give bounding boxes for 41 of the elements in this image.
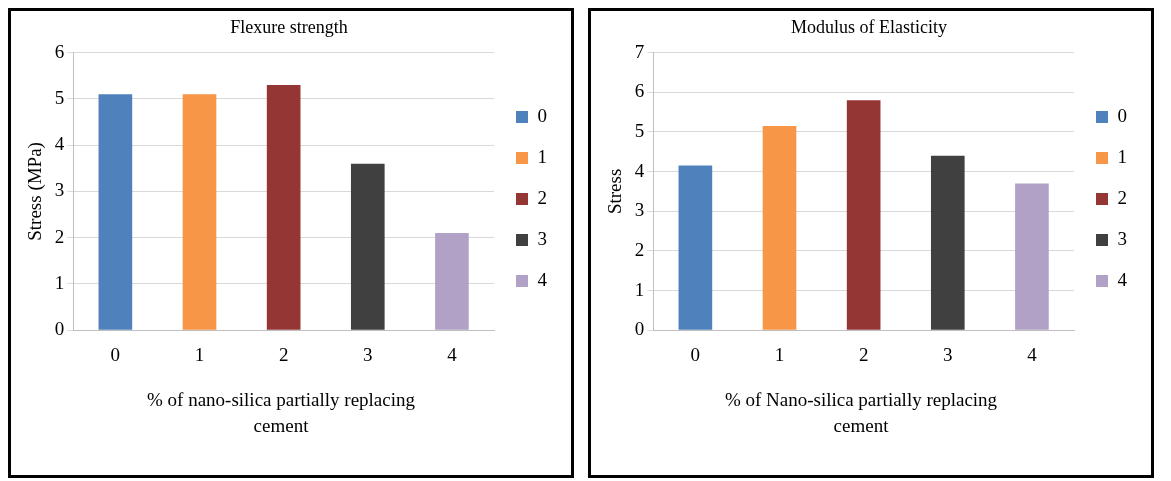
legend-label: 4 — [537, 268, 548, 290]
y-tick-label: 6 — [634, 80, 645, 102]
y-tick-label: 5 — [634, 119, 645, 141]
x-tick-label: 0 — [110, 343, 121, 365]
legend-label: 1 — [537, 145, 547, 167]
legend-label: 3 — [537, 227, 547, 249]
x-axis-title: % of Nano-silica partially replacing cement — [723, 388, 999, 438]
legend-label: 4 — [1117, 268, 1128, 290]
x-tick-label: 3 — [943, 343, 953, 365]
legend-label: 2 — [537, 186, 547, 208]
y-tick-label: 1 — [634, 278, 645, 300]
legend-label: 1 — [1117, 145, 1127, 167]
y-axis-title: Stress (MPa) — [24, 142, 47, 241]
x-tick-label: 0 — [690, 343, 701, 365]
y-tick-label: 2 — [54, 225, 65, 247]
y-tick-label: 6 — [54, 40, 65, 62]
chart-title: Flexure strength — [230, 16, 348, 37]
x-tick-label: 4 — [1027, 343, 1038, 365]
legend-label: 3 — [1117, 227, 1127, 249]
x-tick-label: 3 — [363, 343, 373, 365]
y-tick-label: 0 — [634, 318, 645, 340]
x-tick-label: 2 — [278, 343, 289, 365]
legend-label: 0 — [537, 104, 547, 126]
x-tick-label: 2 — [858, 343, 869, 365]
legend-label: 0 — [1117, 104, 1127, 126]
y-tick-label: 0 — [54, 318, 65, 340]
x-tick-label: 1 — [194, 343, 205, 365]
y-tick-label: 1 — [54, 271, 65, 293]
y-tick-label: 3 — [54, 179, 65, 201]
x-tick-label: 1 — [774, 343, 785, 365]
y-tick-label: 5 — [54, 86, 65, 108]
y-tick-label: 7 — [634, 40, 645, 62]
y-tick-label: 2 — [634, 238, 645, 260]
legend-label: 2 — [1117, 186, 1127, 208]
y-tick-label: 4 — [54, 133, 65, 155]
x-axis-title: % of nano-silica partially replacing cement — [146, 388, 416, 438]
chart-title: Modulus of Elasticity — [791, 16, 947, 37]
y-axis-title: Stress — [604, 168, 626, 215]
x-tick-label: 4 — [447, 343, 458, 365]
y-tick-label: 3 — [634, 199, 645, 221]
y-tick-label: 4 — [634, 159, 645, 181]
